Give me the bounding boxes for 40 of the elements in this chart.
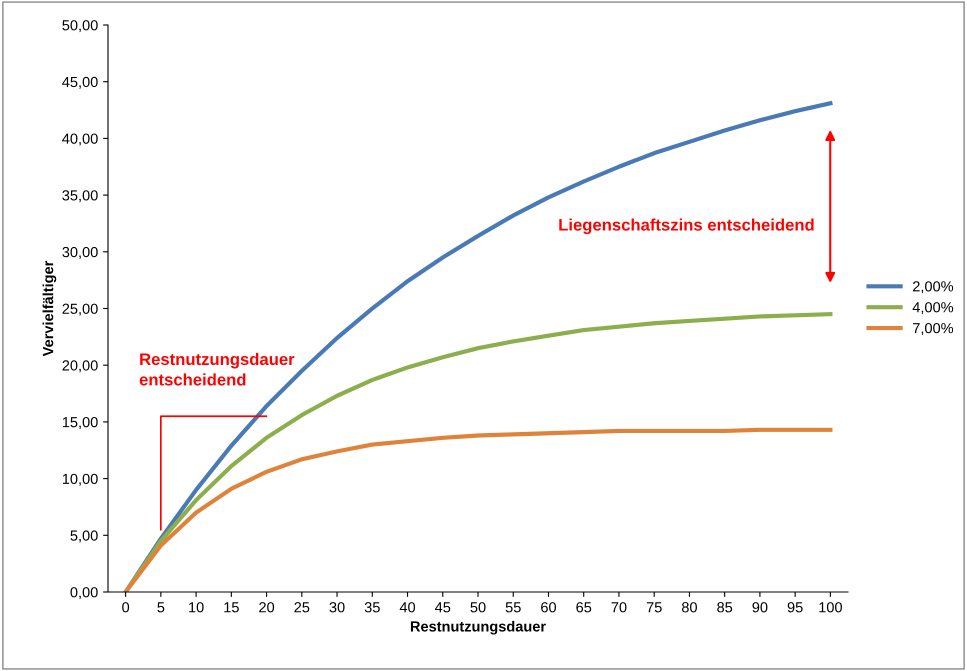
y-tick-label: 5,00 (70, 530, 98, 542)
annotation: Restnutzungsdauer entscheidend (140, 352, 294, 386)
x-tick-label: 30 (329, 602, 345, 612)
line-series (124, 428, 832, 592)
x-tick-label: 95 (788, 602, 803, 612)
y-tick-label: 45,00 (62, 76, 98, 89)
y-tick-label: 35,00 (62, 190, 98, 202)
y-tick-label: 50,00 (62, 20, 98, 32)
y-tick-label: 10,00 (62, 474, 98, 486)
x-tick-label: 100 (819, 602, 842, 612)
x-tick-label: 60 (541, 602, 556, 612)
legend-label: 4,00% (912, 302, 954, 314)
x-tick-label: 80 (682, 602, 697, 612)
legend-label: 7,00% (913, 322, 954, 336)
y-tick-label: 25,00 (62, 304, 98, 316)
x-tick-label: 45 (434, 602, 450, 612)
x-tick-label: 5 (157, 602, 164, 612)
x-tick-label: 55 (506, 602, 521, 612)
x-axis-title: Restnutzungsdauer (410, 620, 546, 635)
x-tick-label: 0 (122, 602, 130, 612)
x-tick-label: 40 (400, 602, 416, 612)
x-tick-label: 25 (294, 602, 310, 612)
x-tick-label: 10 (189, 602, 204, 612)
x-tick-label: 35 (364, 602, 380, 612)
legend-label: 2,00% (913, 281, 954, 294)
y-tick-label: 30,00 (62, 246, 98, 259)
x-tick-label: 75 (646, 602, 662, 612)
y-tick-label: 20,00 (62, 360, 98, 372)
x-tick-label: 90 (752, 602, 768, 612)
x-tick-label: 70 (612, 602, 626, 612)
x-tick-label: 50 (470, 602, 486, 612)
y-tick-label: 40,00 (62, 134, 98, 146)
x-tick-label: 20 (259, 602, 274, 612)
x-tick-label: 85 (717, 602, 732, 612)
x-tick-label: 65 (576, 602, 592, 612)
annotation: Liegenschaftszins entscheidend (559, 218, 814, 234)
x-tick-label: 15 (224, 602, 239, 612)
y-axis-title: Vervielfältiger (42, 260, 56, 356)
y-tick-label: 0,00 (70, 587, 98, 600)
y-tick-label: 15,00 (62, 417, 98, 430)
